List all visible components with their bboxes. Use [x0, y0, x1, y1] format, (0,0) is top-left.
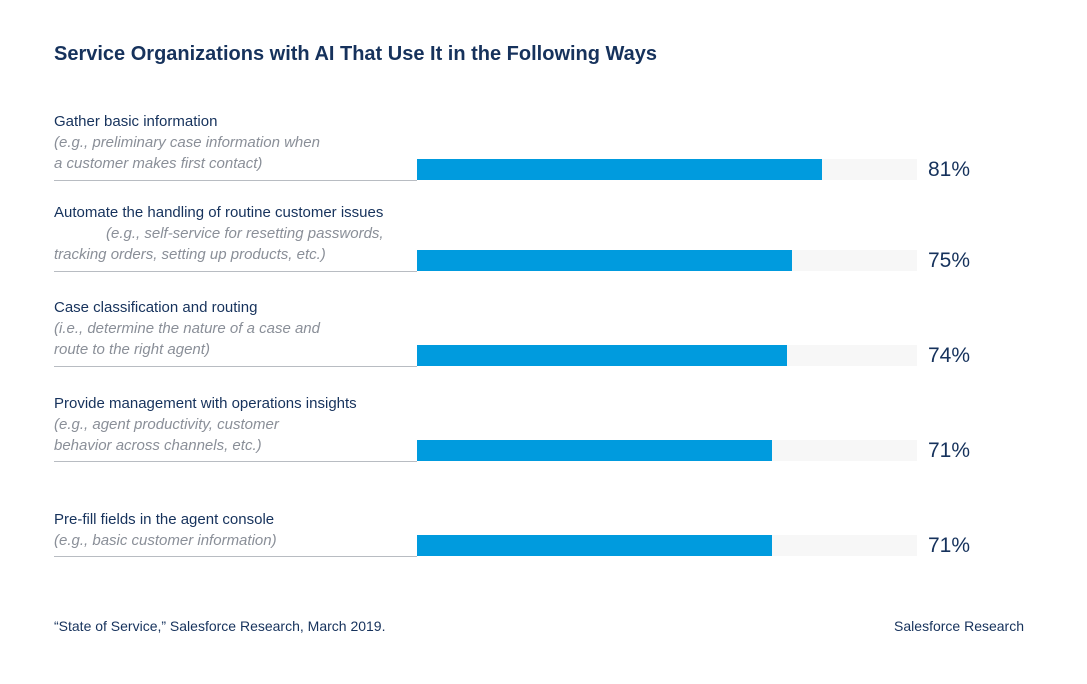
- row-divider: [54, 556, 417, 557]
- value-label: 71%: [928, 534, 971, 557]
- category-label: Gather basic information: [54, 113, 218, 130]
- value-label: 81%: [928, 158, 971, 181]
- category-label: Provide management with operations insig…: [54, 395, 357, 412]
- chart-title: Service Organizations with AI That Use I…: [54, 43, 658, 65]
- row-divider: [54, 461, 417, 462]
- value-label: 71%: [928, 439, 971, 462]
- category-label: Pre-fill fields in the agent console: [54, 511, 275, 528]
- category-description: (e.g., self-service for resetting passwo…: [54, 225, 384, 263]
- row-divider: [54, 271, 417, 272]
- bar: [417, 159, 822, 180]
- category-description: (e.g., agent productivity, customer beha…: [54, 416, 279, 454]
- category-label: Automate the handling of routine custome…: [54, 204, 384, 221]
- bar: [417, 345, 787, 366]
- row-divider: [54, 180, 417, 181]
- category-description: (i.e., determine the nature of a case an…: [54, 320, 320, 358]
- bar: [417, 250, 792, 271]
- category-label: Case classification and routing: [54, 299, 258, 316]
- brand-label: Salesforce Research: [894, 618, 1024, 634]
- value-label: 74%: [928, 344, 971, 367]
- source-citation: “State of Service,” Salesforce Research,…: [54, 618, 386, 634]
- category-description: (e.g., basic customer information): [54, 532, 277, 549]
- category-description: (e.g., preliminary case information when…: [54, 134, 320, 172]
- value-label: 75%: [928, 249, 971, 272]
- bar: [417, 535, 772, 556]
- row-divider: [54, 366, 417, 367]
- bar: [417, 440, 772, 461]
